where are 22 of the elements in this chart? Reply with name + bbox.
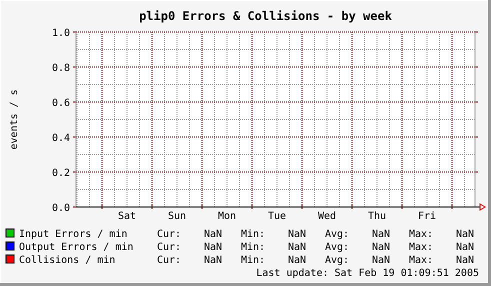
y-tick-label: 0.4 [52,133,70,144]
y-tick-label: 0.8 [52,63,70,74]
legend-label: Collisions / min [19,255,116,266]
text: Cur: NaN Min: NaN Avg: NaN Max: NaN [157,255,474,266]
text: Cur: NaN Min: NaN Avg: NaN Max: NaN [157,242,474,253]
y-tick-label: 1.0 [52,28,70,39]
text: Last update: Sat Feb 19 01:09:51 2005 [256,268,479,279]
x-tick-label: Thu [368,211,386,222]
x-tick-label: Sat [118,211,136,222]
y-tick-label: 0.0 [52,203,70,214]
text: Cur: NaN Min: NaN Avg: NaN Max: NaN [157,229,474,240]
y-tick-label: 0.2 [52,168,70,179]
y-axis-title: events / s [9,89,20,150]
x-tick-label: Wed [318,211,336,222]
x-tick-label: Mon [218,211,236,222]
y-tick-label: 0.6 [52,98,70,109]
x-tick-label: Tue [268,211,286,222]
legend-label: Input Errors / min [19,229,128,240]
legend-label: Output Errors / min [19,242,134,253]
x-tick-label: Fri [418,211,436,222]
chart-title: plip0 Errors & Collisions - by week [139,9,393,23]
x-tick-label: Sun [168,211,186,222]
